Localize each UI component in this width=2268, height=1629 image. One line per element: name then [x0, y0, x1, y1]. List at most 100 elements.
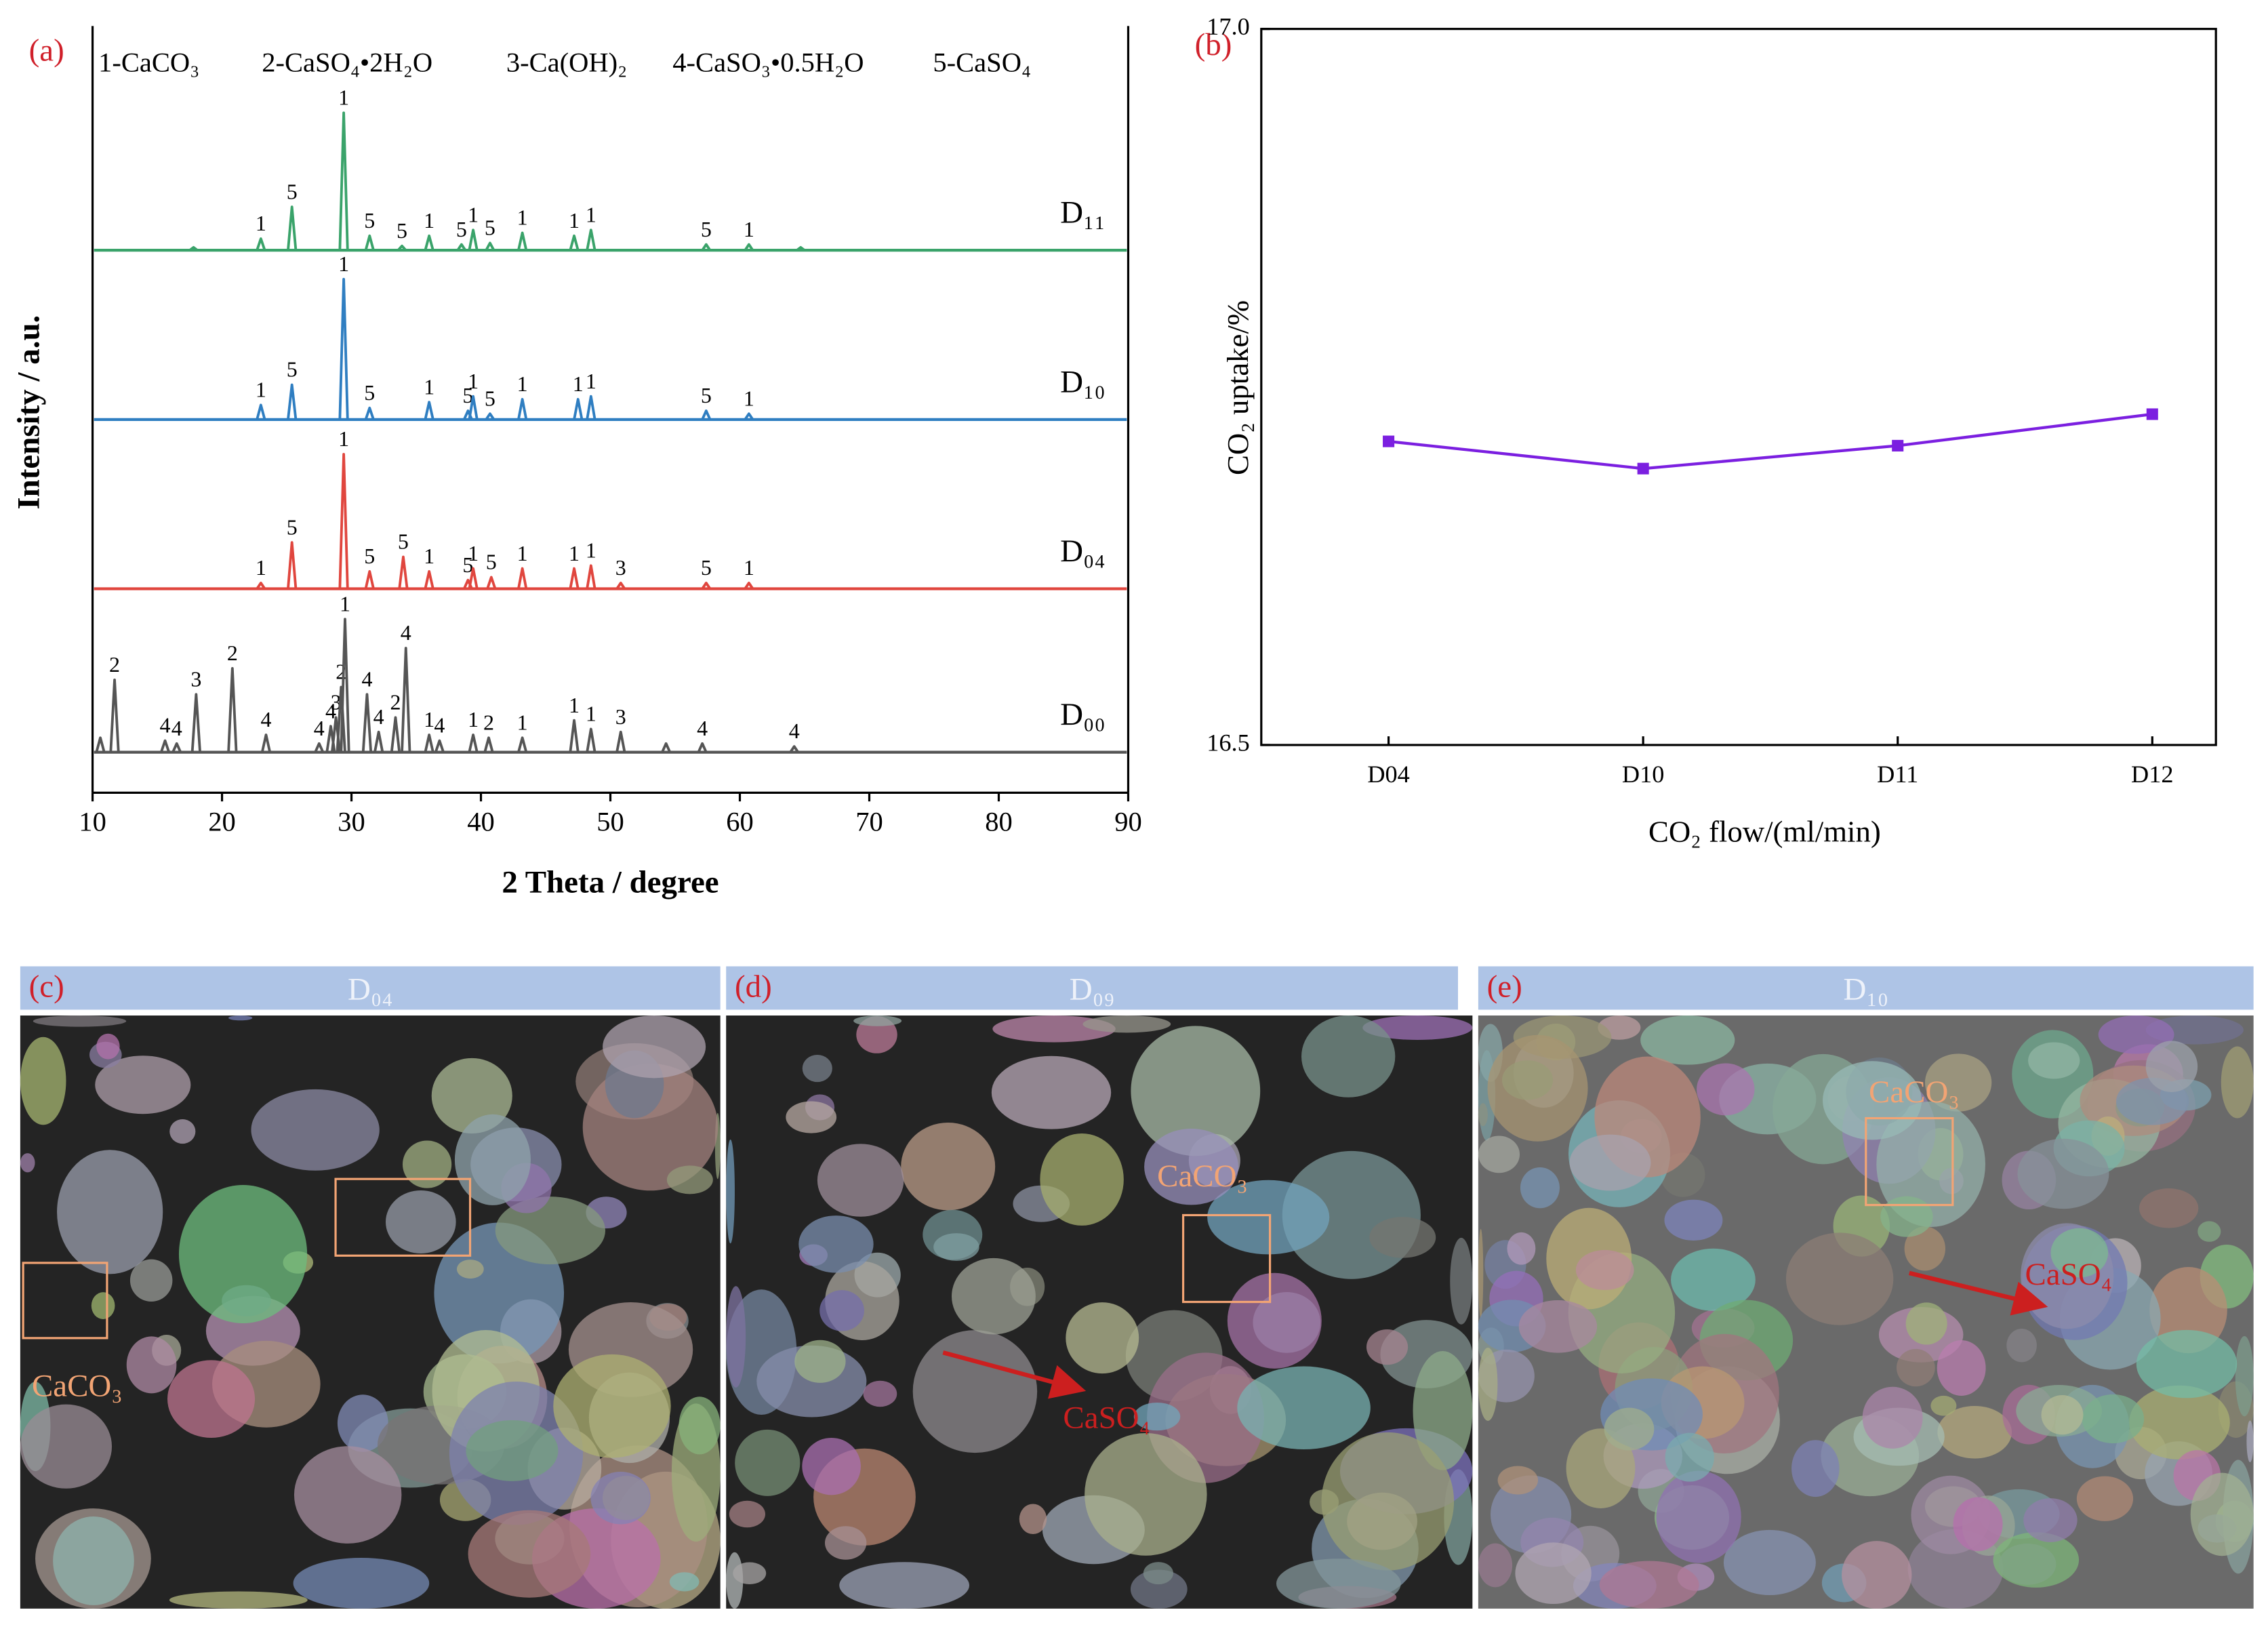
annotation: CaCO₃ — [1869, 1074, 1960, 1110]
peak-label: 1 — [256, 378, 266, 402]
series-name: D₀₀ — [1060, 697, 1106, 732]
sem-texture — [1937, 1405, 2012, 1459]
peak-label: 1 — [338, 252, 349, 276]
sem-texture — [2190, 1472, 2254, 1556]
peak — [287, 205, 298, 251]
peak — [569, 719, 580, 752]
peak-label: 4 — [260, 707, 271, 731]
sem-texture — [169, 1119, 196, 1144]
peak-label: 4 — [314, 716, 325, 740]
peak-label: 1 — [573, 371, 584, 396]
sem-texture — [1566, 1428, 1636, 1508]
sem-texture — [1207, 1180, 1330, 1255]
y-tick-label: 16.5 — [1207, 729, 1249, 756]
peak — [744, 243, 754, 252]
peak-label: 2 — [109, 652, 120, 677]
highlight-box — [334, 1178, 472, 1257]
phase-legend: 5-CaSO₄ — [933, 47, 1031, 77]
sem-texture — [912, 1330, 1038, 1453]
sem-texture — [2129, 1385, 2230, 1460]
peak-label: 5 — [701, 217, 712, 241]
peak-label: 3 — [190, 666, 201, 691]
sem-texture — [2098, 1015, 2174, 1054]
sem-texture — [1413, 1350, 1473, 1470]
peak — [188, 245, 199, 252]
series-name: D₁₀ — [1060, 364, 1106, 399]
sem-texture — [786, 1101, 837, 1133]
peak — [434, 739, 445, 753]
arrow — [942, 1350, 1087, 1399]
sem-texture — [853, 1015, 902, 1026]
sem-texture — [1085, 1432, 1207, 1556]
sem-texture — [952, 1258, 1036, 1335]
sem-texture — [495, 1196, 606, 1265]
peak-label: 5 — [462, 552, 473, 577]
sem-texture — [1082, 1015, 1171, 1033]
sem-texture — [1905, 1302, 1947, 1345]
peak — [398, 555, 409, 589]
x-axis-label: 2 Theta / degree — [502, 865, 718, 900]
sem-texture — [1366, 1329, 1409, 1365]
sem-texture — [2006, 1329, 2037, 1363]
peak — [468, 567, 479, 589]
peak-label: 1 — [744, 217, 754, 241]
sem-texture — [337, 1394, 388, 1452]
sem-texture — [2136, 1329, 2237, 1399]
peak-label: 1 — [586, 369, 596, 393]
peak — [256, 403, 266, 420]
peak-label: 5 — [287, 515, 298, 539]
peak — [364, 234, 375, 251]
peak — [517, 398, 528, 420]
peak — [338, 453, 349, 589]
panel-label: (b) — [1195, 27, 1232, 62]
sem-texture — [96, 1033, 120, 1060]
peak-label: 1 — [338, 426, 349, 451]
sem-texture — [2139, 1188, 2199, 1228]
panel-header — [726, 966, 1458, 1010]
sem-texture — [863, 1380, 897, 1407]
peak — [260, 733, 272, 753]
sem-texture — [1131, 1026, 1261, 1157]
sem-texture — [2145, 1041, 2198, 1093]
x-tick-label: D11 — [1877, 761, 1918, 788]
peak-label: 5 — [486, 550, 497, 574]
sem-texture — [293, 1558, 430, 1609]
peak-label: 1 — [517, 205, 528, 230]
peak — [424, 569, 434, 589]
annotation: CaSO₄ — [2025, 1257, 2112, 1292]
peak-label: 1 — [256, 211, 266, 235]
peak-label: 5 — [485, 216, 495, 240]
peak — [340, 618, 350, 752]
marker — [1383, 435, 1395, 447]
panel-header — [1478, 966, 2254, 1010]
sem-texture — [1697, 1063, 1755, 1116]
sem-texture — [2082, 1394, 2145, 1444]
sem-texture — [129, 1259, 173, 1302]
peak — [397, 244, 407, 252]
peak-label: 1 — [424, 707, 434, 731]
peak-label: 3 — [615, 555, 626, 580]
sem-texture — [20, 1404, 113, 1489]
marker — [1637, 462, 1649, 475]
peak — [171, 742, 182, 753]
sem-texture — [1862, 1386, 1923, 1449]
sem-texture — [1276, 1558, 1401, 1609]
peak — [661, 742, 672, 753]
peak — [287, 383, 298, 420]
x-tick-label: 60 — [726, 807, 754, 837]
sem-texture — [228, 1015, 253, 1021]
peak — [586, 228, 596, 251]
highlight-box — [1181, 1213, 1272, 1304]
peak-label: 1 — [517, 371, 528, 396]
sem-texture — [735, 1429, 801, 1496]
sem-texture — [386, 1190, 456, 1254]
sem-texture — [1478, 1348, 1498, 1421]
series-name: D₁₁ — [1060, 195, 1106, 230]
sem-texture — [1937, 1340, 1986, 1396]
sem-texture — [1723, 1529, 1816, 1596]
peak-label: 1 — [468, 369, 479, 393]
peak-label: 5 — [397, 218, 407, 243]
peak — [701, 409, 712, 420]
